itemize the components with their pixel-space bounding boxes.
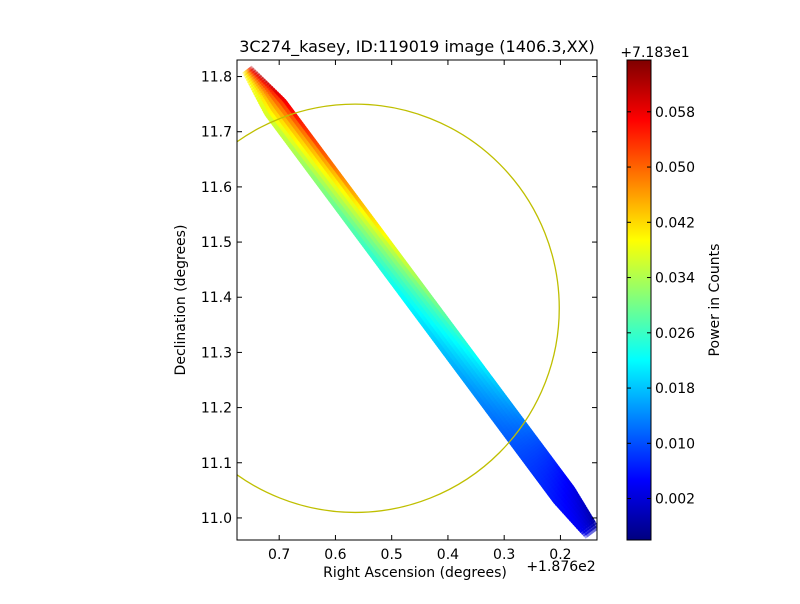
x-axis-ticks: 0.7 0.6 0.5 0.4 0.3 0.2 (268, 60, 572, 563)
strip-cell (591, 526, 597, 533)
strip-cell (245, 73, 252, 81)
x-tick-label: 0.3 (493, 547, 515, 563)
strip-cell (246, 70, 253, 77)
strip-cell (242, 70, 249, 77)
strip-cell (249, 71, 256, 78)
x-offset-label: +1.876e2 (526, 559, 595, 575)
strip-cell (584, 531, 591, 538)
strip-cell (247, 66, 254, 73)
region-circle (237, 103, 560, 514)
x-tick-label: 0.5 (381, 547, 403, 563)
y-tick-label: 11.1 (201, 456, 232, 472)
strip-cell (244, 74, 251, 82)
strip-cell (252, 69, 259, 76)
strip-cell (249, 68, 256, 75)
colorbar-tick-label: 0.026 (655, 326, 695, 342)
y-tick-label: 11.4 (201, 290, 232, 306)
strip-cell (590, 527, 597, 534)
strip-cell (246, 67, 253, 74)
strip-cell (250, 67, 257, 74)
y-tick-label: 11.8 (201, 70, 232, 86)
strip-cell (247, 73, 254, 80)
colorbar-gradient (627, 60, 651, 540)
colorbar-tick-label: 0.018 (655, 381, 695, 397)
strip-cell (586, 529, 593, 537)
y-tick-label: 11.6 (201, 180, 232, 196)
strip-cell (583, 532, 590, 539)
strip-cell (243, 72, 250, 79)
strip-cell (581, 530, 588, 537)
x-axis-label: Right Ascension (degrees) (323, 565, 507, 581)
strip-cell (248, 72, 255, 79)
circle-layer (237, 103, 560, 514)
y-tick-label: 11.0 (201, 511, 232, 527)
x-tick-label: 0.4 (437, 547, 459, 563)
colorbar-label: Power in Counts (707, 244, 723, 357)
x-tick-label: 0.2 (549, 547, 571, 563)
strip-cell (250, 70, 257, 77)
strip-layer (242, 65, 597, 539)
x-tick-label: 0.7 (268, 547, 290, 563)
colorbar-tick-label: 0.010 (655, 436, 695, 452)
strip-cell (247, 69, 255, 76)
chart-title: 3C274_kasey, ID:119019 image (1406.3,XX) (239, 37, 595, 57)
y-axis-label: Declination (degrees) (173, 225, 189, 376)
colorbar-tick-label: 0.058 (655, 105, 695, 121)
colorbar-frame (626, 59, 652, 541)
colorbar-tick-label: 0.034 (655, 271, 695, 287)
strip-cell (243, 69, 250, 76)
colorbar-ticks: 0.002 0.010 0.018 0.026 0.034 0.042 0.050 0.058 (627, 105, 695, 508)
colorbar-offset-label: +7.183e1 (620, 45, 689, 61)
y-tick-label: 11.2 (201, 401, 232, 417)
x-tick-label: 0.6 (324, 547, 346, 563)
colorbar-tick-label: 0.050 (655, 160, 695, 176)
y-tick-label: 11.7 (201, 125, 232, 141)
y-tick-label: 11.5 (201, 235, 232, 251)
colorbar-tick-label: 0.002 (655, 492, 695, 508)
strip-cell (588, 528, 595, 535)
strip-cell (245, 70, 252, 78)
y-axis-ticks: 11.0 11.1 11.2 11.3 11.4 11.5 11.6 11.7 11.8 (201, 70, 597, 527)
strip-cell (248, 65, 255, 72)
strip-cell (244, 71, 251, 78)
plot-frame (236, 59, 598, 541)
y-tick-label: 11.3 (201, 345, 232, 361)
strip-cell (244, 68, 251, 75)
colorbar-tick-label: 0.042 (655, 215, 695, 231)
strip-cell (245, 67, 252, 75)
